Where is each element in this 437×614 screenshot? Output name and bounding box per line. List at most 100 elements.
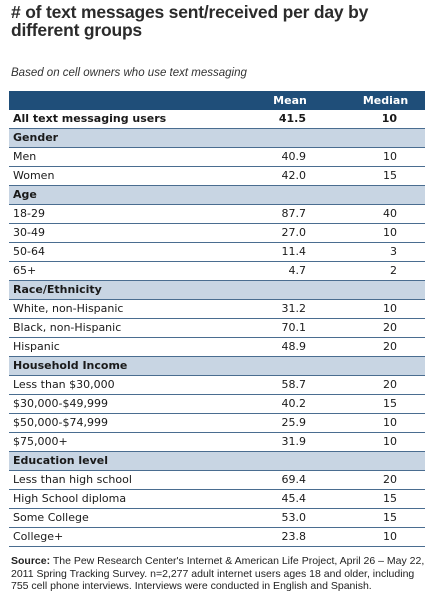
table-row: White, non-Hispanic 31.2 10 [9,299,425,319]
median-value: 15 [346,394,425,414]
section-label: Education level [9,451,234,471]
mean-value: 48.9 [234,337,346,357]
table-row: Hispanic 48.9 20 [9,337,425,357]
table-row: $50,000-$74,999 25.9 10 [9,413,425,433]
table-row: Some College 53.0 15 [9,508,425,528]
row-label: Black, non-Hispanic [9,318,234,338]
table-row: 30-49 27.0 10 [9,223,425,243]
table-row: 65+ 4.7 2 [9,261,425,281]
median-value [346,451,425,471]
mean-value: 87.7 [234,204,346,224]
row-label: Women [9,166,234,186]
row-label: 50-64 [9,242,234,262]
header-median: Median [346,91,425,110]
table-row: Men 40.9 10 [9,147,425,167]
chart-title: # of text messages sent/received per day… [11,2,369,40]
median-value: 40 [346,204,425,224]
section-row: Education level [9,451,425,471]
mean-value: 58.7 [234,375,346,395]
row-label: 18-29 [9,204,234,224]
median-value: 15 [346,508,425,528]
mean-value: 45.4 [234,489,346,509]
table-row: Less than $30,000 58.7 20 [9,375,425,395]
median-value [346,280,425,300]
table-row: Black, non-Hispanic 70.1 20 [9,318,425,338]
mean-value: 53.0 [234,508,346,528]
median-value: 20 [346,337,425,357]
source-note: Source: The Pew Research Center's Intern… [11,555,429,593]
mean-value [234,451,346,471]
mean-value [234,356,346,376]
mean-value [234,128,346,148]
median-value: 10 [346,223,425,243]
mean-value: 40.9 [234,147,346,167]
mean-value: 42.0 [234,166,346,186]
table-row: College+ 23.8 10 [9,527,425,547]
median-value: 2 [346,261,425,281]
section-label: Age [9,185,234,205]
section-label: Race/Ethnicity [9,280,234,300]
mean-value: 31.9 [234,432,346,452]
table-row: Less than high school 69.4 20 [9,470,425,490]
section-row: Gender [9,128,425,148]
row-label: 65+ [9,261,234,281]
median-value: 10 [346,110,425,129]
mean-value [234,280,346,300]
median-value: 10 [346,413,425,433]
mean-value: 25.9 [234,413,346,433]
table-row: Women 42.0 15 [9,166,425,186]
row-label: Men [9,147,234,167]
median-value: 3 [346,242,425,262]
row-label: 30-49 [9,223,234,243]
median-value: 10 [346,147,425,167]
row-label: $30,000-$49,999 [9,394,234,414]
data-table: Mean Median All text messaging users 41.5… [9,91,425,547]
median-value: 15 [346,489,425,509]
total-row: All text messaging users 41.5 10 [9,110,425,129]
section-row: Race/Ethnicity [9,280,425,300]
row-label: $50,000-$74,999 [9,413,234,433]
mean-value: 40.2 [234,394,346,414]
median-value [346,356,425,376]
header-label [9,91,234,110]
mean-value: 4.7 [234,261,346,281]
section-label: Household Income [9,356,234,376]
row-label: Less than high school [9,470,234,490]
row-label: Some College [9,508,234,528]
mean-value: 23.8 [234,527,346,547]
row-label: $75,000+ [9,432,234,452]
median-value [346,128,425,148]
source-text: The Pew Research Center's Internet & Ame… [11,555,425,592]
section-row: Household Income [9,356,425,376]
section-row: Age [9,185,425,205]
mean-value: 11.4 [234,242,346,262]
row-label: Less than $30,000 [9,375,234,395]
mean-value: 27.0 [234,223,346,243]
median-value: 10 [346,299,425,319]
mean-value: 31.2 [234,299,346,319]
mean-value: 70.1 [234,318,346,338]
median-value: 10 [346,527,425,547]
table-row: High School diploma 45.4 15 [9,489,425,509]
row-label: All text messaging users [9,110,234,129]
table-body: All text messaging users 41.5 10 Gender Men 4… [9,110,425,547]
table-row: 50-64 11.4 3 [9,242,425,262]
table-row: $75,000+ 31.9 10 [9,432,425,452]
median-value: 15 [346,166,425,186]
row-label: College+ [9,527,234,547]
median-value: 20 [346,375,425,395]
source-label: Source: [11,555,51,567]
row-label: High School diploma [9,489,234,509]
header-row: Mean Median [9,91,425,110]
chart-subtitle: Based on cell owners who use text messag… [11,67,247,79]
median-value: 20 [346,318,425,338]
row-label: Hispanic [9,337,234,357]
table-row: $30,000-$49,999 40.2 15 [9,394,425,414]
mean-value: 41.5 [234,110,346,129]
median-value: 20 [346,470,425,490]
mean-value: 69.4 [234,470,346,490]
header-mean: Mean [234,91,346,110]
row-label: White, non-Hispanic [9,299,234,319]
mean-value [234,185,346,205]
